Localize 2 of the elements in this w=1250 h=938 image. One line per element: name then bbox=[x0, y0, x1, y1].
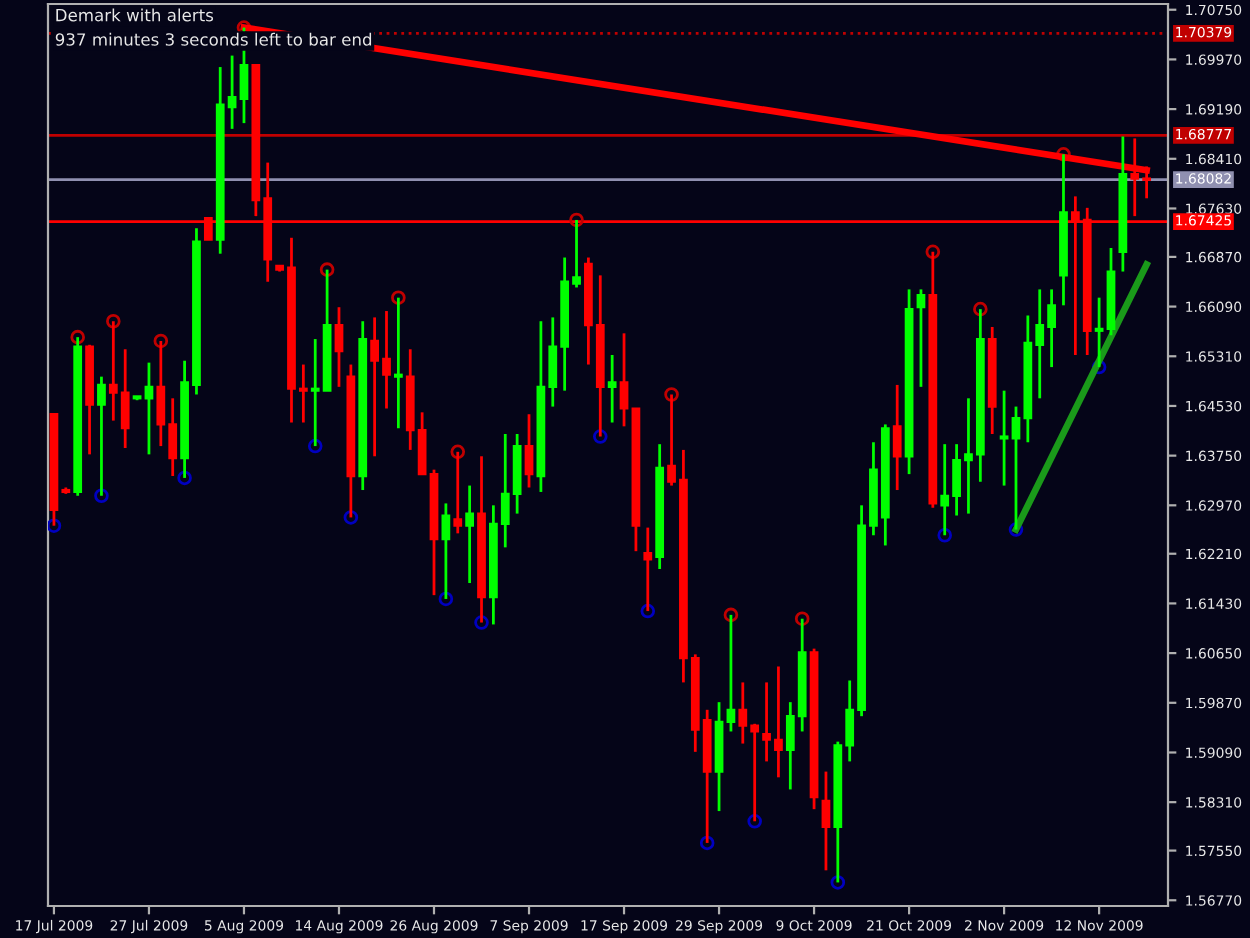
chart-title: Demark with alerts bbox=[56, 8, 214, 22]
annotation: 937 minutes 3 seconds left to bar end bbox=[55, 32, 372, 46]
